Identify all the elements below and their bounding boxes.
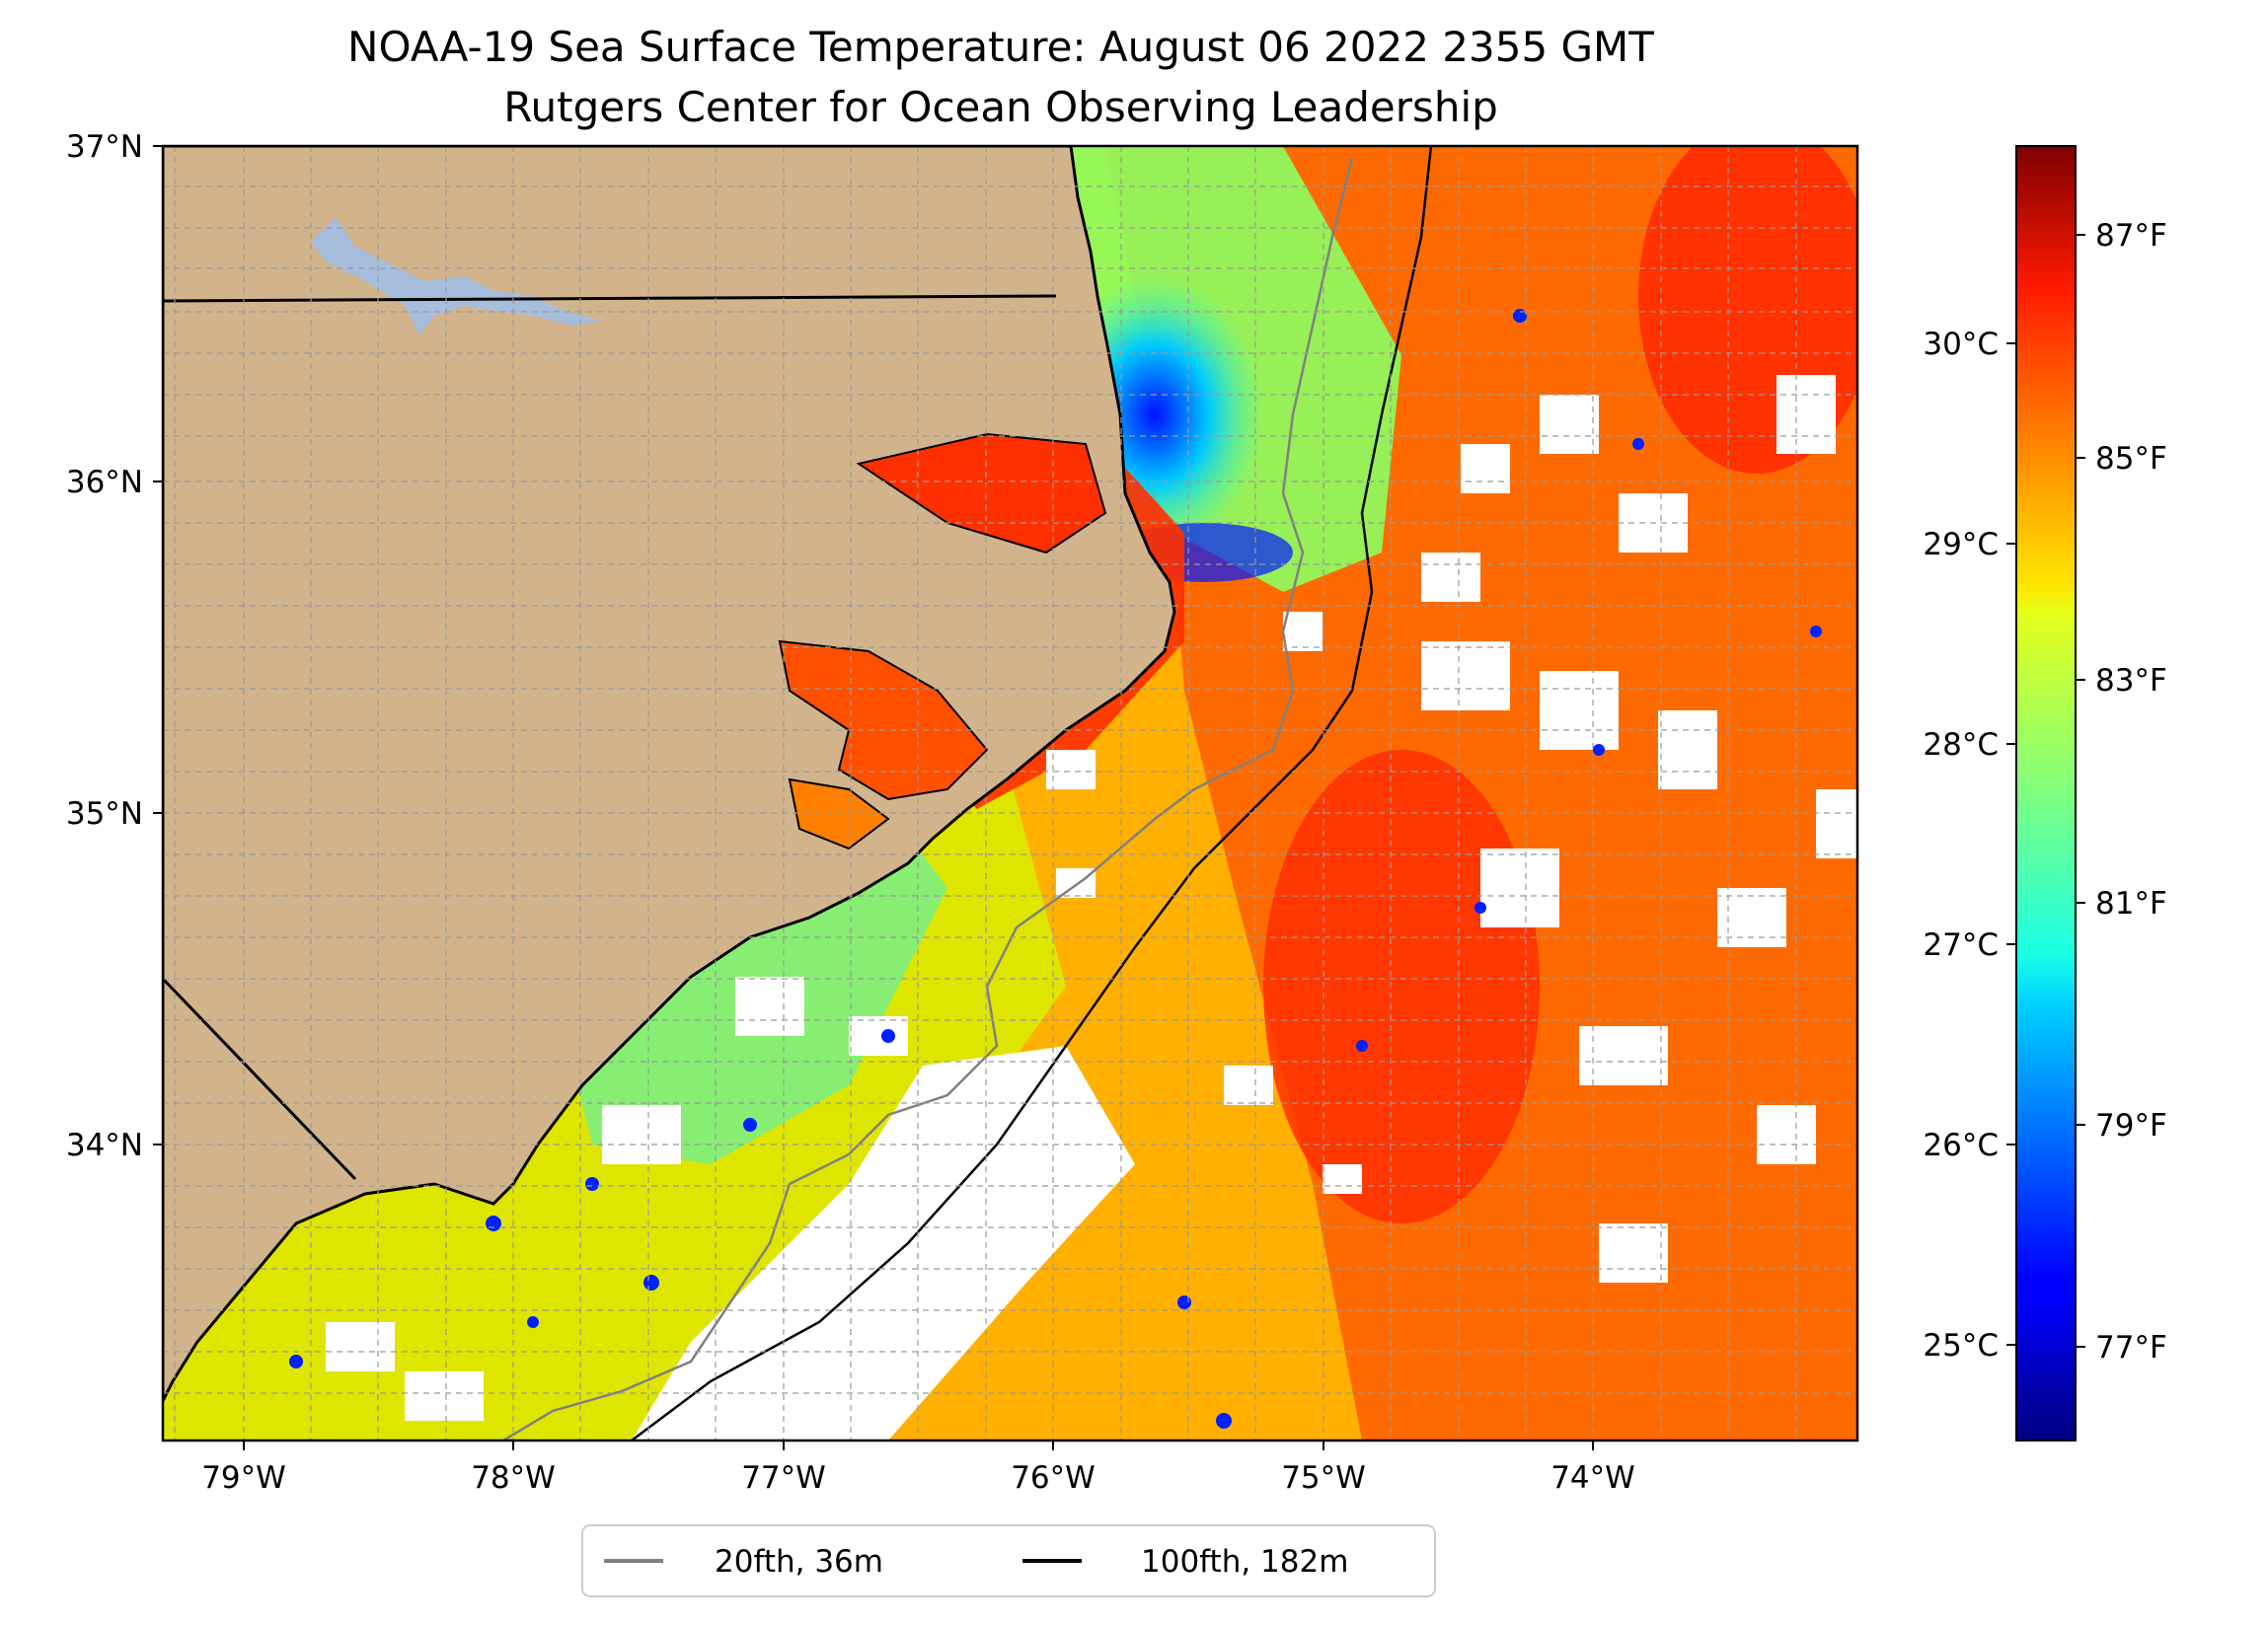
colorbar: 30°C 29°C 28°C 27°C 26°C 25°C 87°F 85°F … (1923, 145, 2167, 1441)
colorbar-fahrenheit-label: 77°F (2095, 1330, 2167, 1366)
latitude-axis: 37°N 36°N 35°N 34°N (66, 129, 163, 1163)
colorbar-fahrenheit-label: 87°F (2095, 218, 2167, 254)
lat-label-37n: 37°N (66, 129, 143, 165)
colorbar-fahrenheit-label: 81°F (2095, 886, 2167, 922)
colorbar-celsius-label: 27°C (1923, 927, 1999, 963)
isobath-20fth (502, 157, 1354, 1441)
lon-label-78w: 78°W (471, 1460, 556, 1496)
gridlines (163, 146, 1857, 1441)
lon-label-75w: 75°W (1281, 1460, 1366, 1496)
isobath-100fth (631, 146, 1433, 1441)
colorbar-celsius-label: 28°C (1923, 727, 1999, 763)
longitude-axis: 79°W 78°W 77°W 76°W 75°W 74°W (201, 1441, 1635, 1496)
virginia-nc-border (163, 294, 1057, 303)
pamlico-sound-river (778, 639, 989, 801)
legend-box (581, 1524, 1436, 1597)
neuse-river (788, 777, 890, 850)
colorbar-celsius-label: 29°C (1923, 527, 1999, 562)
legend-label-100fth: 100fth, 182m (1141, 1544, 1348, 1580)
lon-label-76w: 76°W (1011, 1460, 1096, 1496)
legend-label-20fth: 20fth, 36m (715, 1544, 883, 1580)
map-frame (161, 144, 1859, 1442)
lon-label-79w: 79°W (201, 1460, 286, 1496)
lat-label-36n: 36°N (66, 465, 143, 500)
lon-label-77w: 77°W (741, 1460, 826, 1496)
colorbar-fahrenheit-label: 79°F (2095, 1108, 2167, 1144)
lake-kerr (311, 217, 602, 335)
legend: 20fth, 36m 100fth, 182m (581, 1524, 1436, 1597)
chart-subtitle: Rutgers Center for Ocean Observing Leade… (503, 83, 1498, 131)
lat-label-35n: 35°N (66, 796, 143, 832)
warm-core (1263, 750, 1540, 1223)
lon-label-74w: 74°W (1550, 1460, 1635, 1496)
colorbar-fahrenheit-label: 85°F (2095, 441, 2167, 477)
chart-title: NOAA-19 Sea Surface Temperature: August … (347, 23, 1654, 71)
colorbar-celsius-label: 25°C (1923, 1328, 1999, 1364)
colorbar-celsius-label: 30°C (1923, 327, 1999, 362)
colorbar-fahrenheit-label: 83°F (2095, 663, 2167, 699)
colorbar-celsius-label: 26°C (1923, 1128, 1999, 1163)
cloud-mask (326, 375, 1857, 1441)
colorbar-gradient (2015, 145, 2077, 1441)
warm-core-northeast (1638, 146, 1857, 474)
nc-sc-border (163, 977, 357, 1181)
lat-label-34n: 34°N (66, 1128, 143, 1163)
sst-map (163, 146, 1857, 1441)
